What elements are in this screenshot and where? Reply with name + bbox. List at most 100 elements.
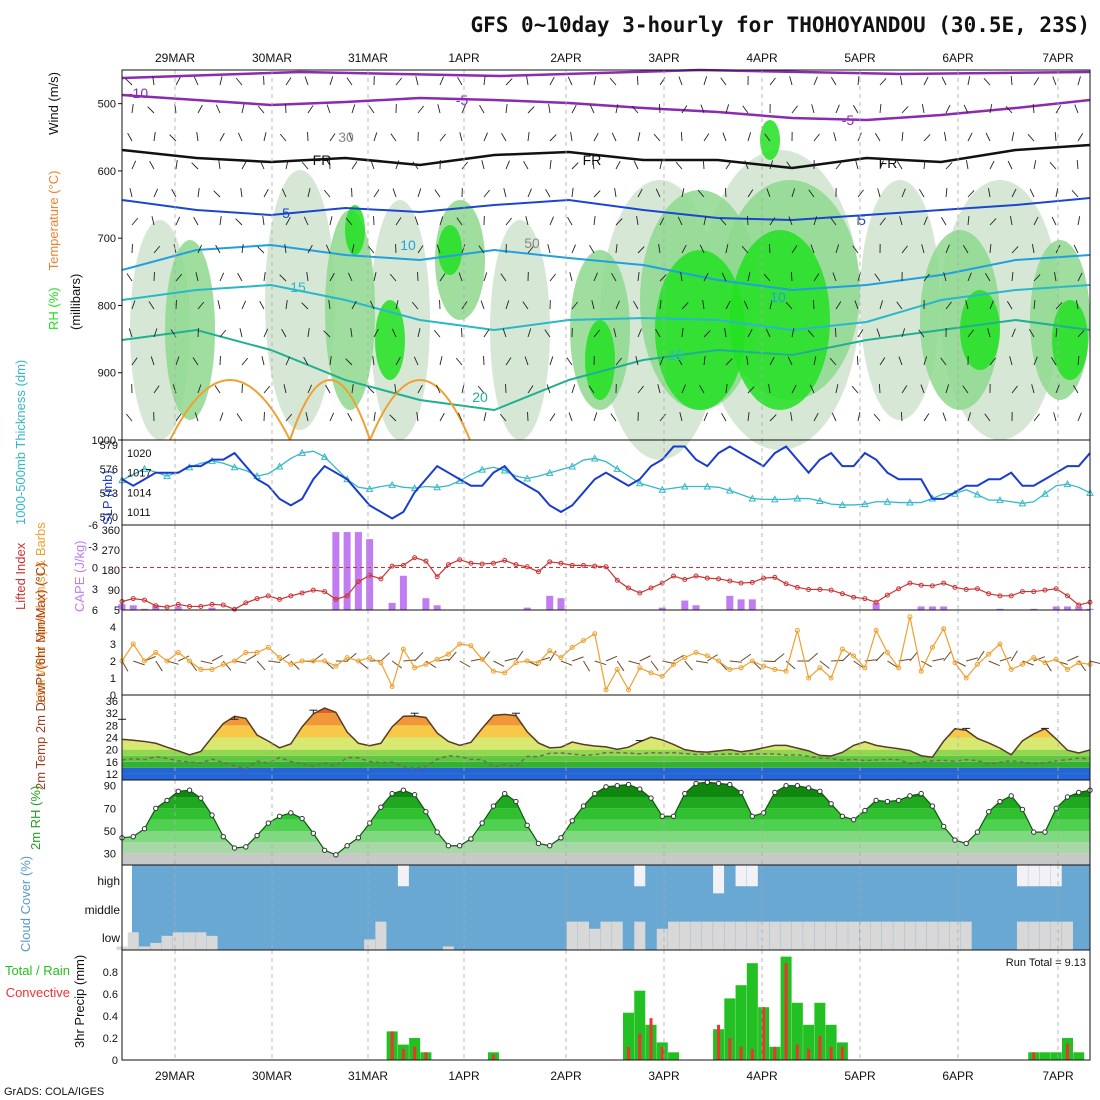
wind-speed-marker xyxy=(918,668,924,674)
pressure-tick-label: 800 xyxy=(98,300,116,312)
thickness-tick-label: 570 xyxy=(100,512,118,524)
precip-conv-bar xyxy=(413,1046,417,1060)
wind-speed-marker xyxy=(749,658,755,664)
thickness-tick-label: 579 xyxy=(100,440,118,452)
wind-barb xyxy=(483,76,486,86)
li-marker xyxy=(412,555,418,561)
wind-barb xyxy=(437,104,441,114)
wind-barb xyxy=(347,412,353,422)
wind-barb xyxy=(900,411,903,422)
rh-marker xyxy=(265,820,272,826)
rh-marker xyxy=(670,813,677,819)
cloud-low-fill xyxy=(1061,921,1073,950)
li-marker xyxy=(626,585,632,591)
wind-barb xyxy=(236,413,243,422)
wind-barb xyxy=(835,301,842,310)
wind-barb xyxy=(479,104,485,114)
cloud-low-fill xyxy=(589,928,601,950)
wind-barb xyxy=(329,272,335,282)
wind-barb xyxy=(834,327,837,338)
wind-barb xyxy=(527,132,530,142)
wind-barb xyxy=(147,106,155,114)
cloud-low-fill xyxy=(1028,921,1040,950)
li-marker xyxy=(986,591,992,597)
wind-barb xyxy=(522,301,529,310)
wind-barb xyxy=(481,160,485,170)
wind-speed-marker xyxy=(716,658,722,664)
slp-line xyxy=(121,445,1091,520)
rh-marker xyxy=(738,789,744,796)
rh-marker xyxy=(276,813,283,819)
wind-barb xyxy=(544,329,551,338)
rh-marker xyxy=(625,781,632,788)
wind-barb xyxy=(967,216,970,226)
wind-barb xyxy=(417,188,422,198)
wind-barb xyxy=(593,132,599,142)
rh-band xyxy=(122,819,1090,831)
wind-barb xyxy=(367,245,375,254)
precip-tick-label: 0.6 xyxy=(103,989,118,1001)
wind-barb xyxy=(285,216,291,226)
wind-barb xyxy=(967,190,975,198)
wind-speed-marker xyxy=(727,667,733,672)
cloud-high-gap xyxy=(713,865,725,894)
precip-conv-bar xyxy=(638,1033,642,1060)
wind-barb xyxy=(439,216,444,226)
wind-barb xyxy=(854,300,859,310)
li-marker xyxy=(322,589,328,595)
rh-marker xyxy=(760,810,767,816)
rh-marker xyxy=(456,843,463,849)
wind-barb xyxy=(877,188,881,198)
wind-barb xyxy=(742,105,749,114)
wind-barb xyxy=(414,652,424,662)
temp-line xyxy=(121,707,1091,759)
wind-barb xyxy=(1071,190,1079,198)
rh-marker xyxy=(445,843,452,849)
li-marker xyxy=(614,577,620,583)
precip-conv-bar xyxy=(1065,1043,1069,1060)
wind-barb xyxy=(589,104,595,114)
wind-speed-marker xyxy=(884,650,890,655)
li-tick-label: -3 xyxy=(88,541,98,553)
li-marker xyxy=(761,575,767,581)
wind-barb xyxy=(659,356,664,366)
wind-barb xyxy=(483,189,491,198)
wind-barb xyxy=(304,76,309,86)
li-marker xyxy=(254,596,260,602)
wind-barb xyxy=(852,245,859,254)
wind-barb xyxy=(809,384,815,394)
wind-speed-marker xyxy=(243,650,249,655)
wind-barb xyxy=(549,216,554,226)
wind-barb xyxy=(568,412,573,422)
wind-barb xyxy=(483,412,487,422)
li-marker xyxy=(524,564,530,570)
wind-barb xyxy=(548,104,551,114)
wind-barb xyxy=(307,105,314,114)
cape-bar xyxy=(928,606,936,610)
pressure-tick-label: 1000 xyxy=(92,435,116,447)
li-marker xyxy=(513,562,519,568)
cape-bar xyxy=(388,602,396,610)
wind-barb xyxy=(747,328,753,338)
precip-conv-bar xyxy=(829,1046,833,1060)
wind-barb xyxy=(977,650,985,662)
wind-speed-marker xyxy=(400,646,406,652)
precip-conv-bar xyxy=(424,1052,428,1060)
wind-barb xyxy=(945,244,950,254)
wind-barb xyxy=(281,328,287,338)
wind-barb xyxy=(808,652,818,662)
wind-speed-marker xyxy=(355,658,361,664)
cloud-low-fill xyxy=(668,921,680,950)
thickness-tick-label: 573 xyxy=(100,488,118,500)
wind-barb xyxy=(148,301,155,310)
li-marker xyxy=(1053,586,1059,592)
wind-barb xyxy=(835,384,839,394)
date-label-bottom: 2APR xyxy=(550,1069,582,1083)
wind-barb xyxy=(483,272,488,282)
date-label-bottom: 3APR xyxy=(648,1069,680,1083)
slp-tick-label: 1011 xyxy=(127,507,151,519)
wind-barb xyxy=(703,330,711,338)
wind-barb xyxy=(131,160,137,170)
wind-barb xyxy=(636,75,639,86)
precip-tick-label: 0.4 xyxy=(103,1011,118,1023)
